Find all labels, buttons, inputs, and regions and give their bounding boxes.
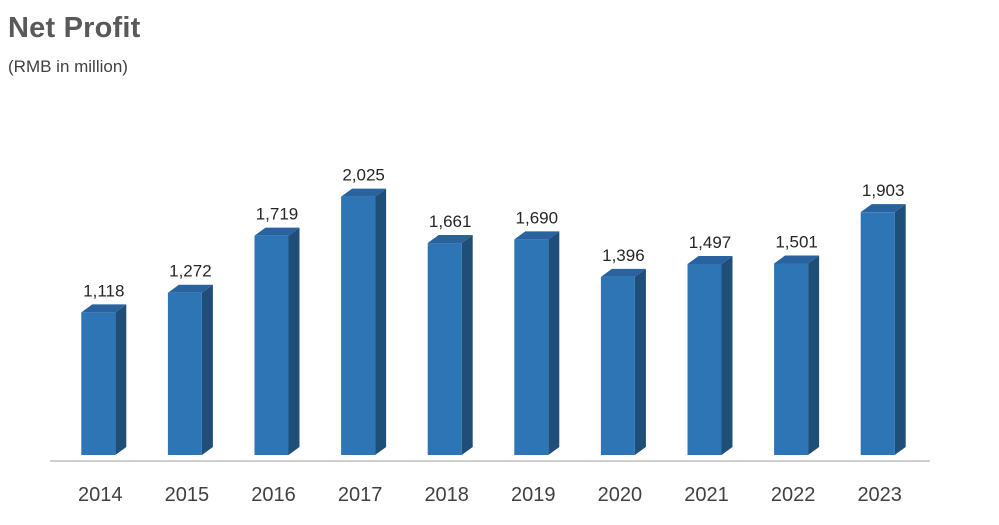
bar-side-face	[634, 268, 646, 455]
data-label: 1,118	[83, 281, 124, 300]
bar-2016	[254, 227, 300, 455]
bar-top-face	[427, 235, 473, 244]
bar-side-face	[808, 255, 820, 455]
bar-front-face	[81, 312, 116, 455]
chart-title: Net Profit	[8, 12, 141, 44]
bar-2018	[427, 235, 473, 455]
data-label: 1,272	[169, 262, 212, 281]
bar-front-face	[860, 212, 895, 455]
bar-2019	[514, 231, 560, 455]
x-tick-label: 2023	[857, 484, 902, 506]
bar-2022	[774, 255, 820, 455]
bar-front-face	[427, 243, 462, 455]
bar-2014	[81, 304, 127, 455]
chart-subtitle: (RMB in million)	[8, 57, 128, 76]
data-label: 1,661	[429, 212, 472, 231]
x-tick-label: 2018	[424, 484, 469, 506]
x-tick-label: 2019	[511, 484, 556, 506]
data-label: 1,690	[516, 208, 559, 227]
bar-top-face	[341, 188, 387, 197]
x-tick-label: 2021	[684, 484, 729, 506]
bar-top-face	[600, 268, 646, 277]
bar-side-face	[548, 231, 560, 455]
x-tick-label: 2016	[251, 484, 296, 506]
x-tick-label: 2015	[165, 484, 210, 506]
x-tick-label: 2022	[771, 484, 816, 506]
data-label: 1,497	[689, 233, 732, 252]
bar-2021	[687, 255, 733, 455]
bars-layer: 1,118 1,272 1,719 2,025 1,661 1,690 1,396 1,497…	[81, 166, 906, 456]
bar-side-face	[201, 284, 213, 455]
bar-top-face	[514, 231, 560, 240]
bar-side-face	[894, 204, 906, 455]
bar-side-face	[288, 227, 300, 455]
bar-front-face	[600, 276, 635, 455]
x-axis-ticks: 2014 2015 2016 2017 2018 2019 2020 2021 2022 2023	[78, 484, 902, 506]
data-label: 2,025	[342, 166, 385, 185]
x-tick-label: 2020	[598, 484, 643, 506]
bar-2015	[167, 284, 213, 455]
bar-front-face	[341, 196, 376, 456]
bar-top-face	[860, 204, 906, 213]
bar-top-face	[254, 227, 300, 236]
data-label: 1,396	[602, 246, 645, 265]
bar-top-face	[167, 284, 213, 293]
bar-2023	[860, 204, 906, 455]
bar-2020	[600, 268, 646, 455]
bar-front-face	[774, 263, 809, 455]
x-tick-label: 2014	[78, 484, 123, 506]
bar-top-face	[687, 255, 733, 264]
bar-front-face	[514, 239, 549, 455]
bar-front-face	[167, 292, 202, 455]
bar-front-face	[254, 235, 289, 455]
data-label: 1,903	[862, 181, 905, 200]
bar-side-face	[461, 235, 473, 455]
bar-side-face	[721, 255, 733, 455]
data-label: 1,719	[256, 205, 299, 224]
bar-top-face	[774, 255, 820, 264]
bar-side-face	[115, 304, 127, 455]
bar-top-face	[81, 304, 127, 313]
x-tick-label: 2017	[338, 484, 383, 506]
bar-side-face	[375, 188, 387, 456]
bar-front-face	[687, 263, 722, 455]
bar-2017	[341, 188, 387, 456]
data-label: 1,501	[775, 232, 818, 251]
